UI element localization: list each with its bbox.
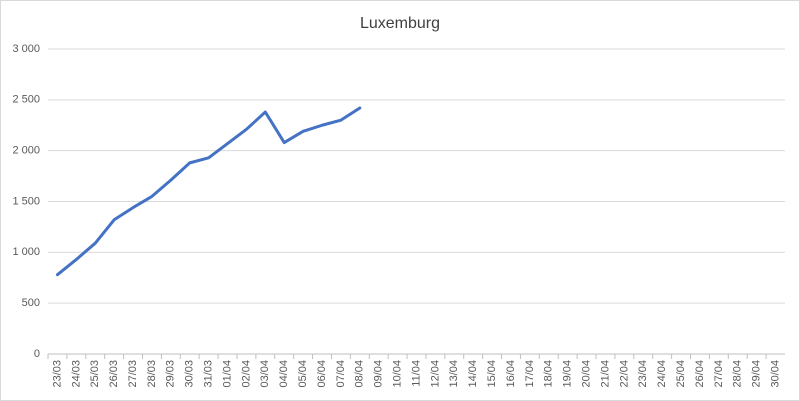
- x-tick-label: 23/04: [637, 360, 649, 388]
- x-tick-label: 09/04: [373, 360, 385, 388]
- x-tick-label: 10/04: [392, 360, 404, 388]
- x-tick-label: 15/04: [486, 360, 498, 388]
- x-tick-label: 28/04: [732, 360, 744, 388]
- x-tick-label: 08/04: [354, 360, 366, 388]
- x-tick-label: 16/04: [505, 360, 517, 388]
- x-tick-label: 12/04: [429, 360, 441, 388]
- x-tick-label: 27/04: [713, 360, 725, 388]
- y-tick-label: 1 500: [12, 195, 40, 207]
- line-series: [55, 106, 362, 277]
- y-tick-label: 1 000: [12, 246, 40, 258]
- x-tick-label: 22/04: [618, 360, 630, 388]
- x-tick-label: 26/04: [694, 360, 706, 388]
- x-tick-label: 26/03: [108, 360, 120, 388]
- x-tick-label: 02/04: [240, 360, 252, 388]
- y-tick-label: 2 000: [12, 145, 40, 157]
- x-tick-label: 24/03: [70, 360, 82, 388]
- y-tick-label: 2 500: [12, 94, 40, 106]
- x-tick-label: 18/04: [543, 360, 555, 388]
- x-tick-label: 17/04: [524, 360, 536, 388]
- x-tick-label: 01/04: [221, 360, 233, 388]
- x-tick-label: 30/03: [184, 360, 196, 388]
- x-tick-label: 19/04: [562, 360, 574, 388]
- y-tick-label: 500: [22, 297, 40, 309]
- x-tick-label: 24/04: [656, 360, 668, 388]
- x-tick-label: 21/04: [599, 360, 611, 388]
- x-tick-label: 25/03: [89, 360, 101, 388]
- x-tick-label: 07/04: [335, 360, 347, 388]
- x-tick-label: 04/04: [278, 360, 290, 388]
- x-tick-label: 06/04: [316, 360, 328, 388]
- y-tick-label: 0: [34, 348, 40, 360]
- x-tick-label: 11/04: [410, 360, 422, 387]
- x-tick-label: 29/03: [165, 360, 177, 388]
- x-tick-label: 05/04: [297, 360, 309, 388]
- x-tick-label: 31/03: [203, 360, 215, 388]
- x-tick-label: 23/03: [51, 360, 63, 388]
- x-tick-label: 30/04: [769, 360, 781, 388]
- chart-title: Luxemburg: [360, 15, 440, 32]
- x-tick-label: 25/04: [675, 360, 687, 388]
- x-tick-label: 20/04: [580, 360, 592, 388]
- x-tick-label: 28/03: [146, 360, 158, 388]
- x-tick-label: 13/04: [448, 360, 460, 388]
- x-tick-label: 03/04: [259, 360, 271, 388]
- x-tick-label: 27/03: [127, 360, 139, 388]
- x-tick-label: 14/04: [467, 360, 479, 388]
- y-tick-label: 3 000: [12, 43, 40, 55]
- x-tick-label: 29/04: [751, 360, 763, 388]
